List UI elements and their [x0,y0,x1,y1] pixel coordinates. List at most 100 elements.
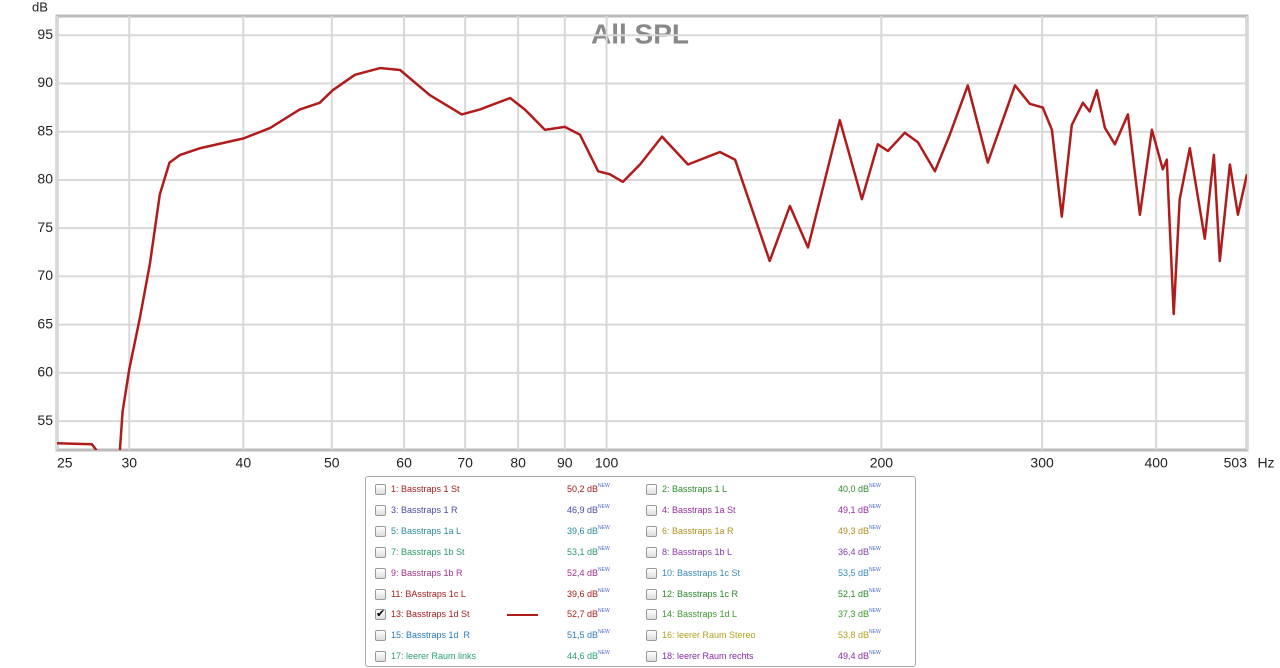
y-tick-label: 65 [37,315,53,331]
x-tick-label: 25 [57,455,73,470]
legend-label: 2: Basstraps 1 L [662,484,728,494]
checkbox[interactable] [646,525,657,537]
legend-value: 46,9 dBNEW [567,503,610,515]
y-tick-label: 85 [37,122,53,138]
checkbox[interactable] [646,609,657,621]
legend-entry: 15: Basstraps 1d R 51,5 dBNEW [366,625,915,646]
legend-value: 52,1 dBNEW [838,587,881,599]
legend-value: 37,3 dBNEW [838,608,881,620]
badge: NEW [598,483,610,489]
legend-label: 6: Basstraps 1a R [662,525,734,536]
legend-label: 1: Basstraps 1 St [391,484,460,494]
legend-value: 52,7 dBNEW [567,608,610,620]
legend-value: 40,0 dBNEW [838,483,881,494]
badge: NEW [869,587,881,594]
legend-label: 11: BAsstraps 1c L [391,588,466,599]
legend-entry: 9: Basstraps 1b R 52,4 dBNEW [366,563,915,584]
checkbox[interactable] [375,651,386,663]
legend-label: 9: Basstraps 1b R [391,567,463,578]
x-tick-label: 200 [870,455,894,470]
badge: NEW [598,545,610,552]
x-tick-label: 50 [324,455,340,470]
legend-value: 51,5 dBNEW [567,629,610,641]
legend-value: 50,2 dBNEW [567,483,610,494]
legend-label: 12: Basstraps 1c R [662,588,739,599]
x-tick-label: 400 [1144,455,1168,470]
checkbox[interactable] [375,546,386,558]
badge: NEW [598,587,610,594]
checkbox[interactable] [646,588,657,600]
badge: NEW [869,650,881,657]
badge: NEW [869,545,881,552]
checkbox[interactable] [646,567,657,579]
badge: NEW [598,650,610,657]
badge: NEW [869,608,881,615]
legend: 1: Basstraps 1 St 50,2 dBNEW 2: Basstraps … [365,476,916,667]
x-tick-label: 40 [236,455,252,470]
checkbox[interactable] [646,651,657,663]
legend-entry: 1: Basstraps 1 St 50,2 dBNEW [366,479,915,500]
legend-label: 4: Basstraps 1a St [662,504,736,515]
checkbox[interactable]: ✔ [375,608,386,621]
y-tick-label: 95 [37,26,53,42]
checkbox[interactable] [375,630,386,642]
badge: NEW [598,503,610,510]
legend-entry: 4: Basstraps 1a St 49,1 dBNEW [366,500,915,521]
legend-entry: 7: Basstraps 1b St 53,1 dBNEW [366,542,915,563]
legend-entry: 12: Basstraps 1c R 52,1 dBNEW [366,584,915,605]
legend-label: 5: Basstraps 1a L [391,525,462,536]
legend-label: 13: Basstraps 1d St [391,609,470,620]
legend-entry: 6: Basstraps 1a R 49,3 dBNEW [366,521,915,542]
legend-entry: 10: Basstraps 1c St 53,5 dBNEW [366,563,915,584]
legend-entry: 14: Basstraps 1d L 37,3 dBNEW [366,604,915,625]
y-tick-label: 75 [37,219,53,235]
legend-line-sample [507,614,538,617]
checkbox[interactable] [375,567,386,579]
badge: NEW [598,608,610,615]
x-tick-label: 60 [396,455,412,470]
badge: NEW [869,503,881,510]
legend-value: 49,3 dBNEW [838,524,881,536]
checkbox[interactable] [375,525,386,537]
data-line [57,66,1247,450]
legend-entry: 2: Basstraps 1 L 40,0 dBNEW [366,479,915,500]
y-axis-label: dB [32,0,48,14]
checkbox[interactable] [375,484,386,495]
legend-label: 7: Basstraps 1b St [391,546,465,557]
checkbox[interactable] [646,546,657,558]
checkbox[interactable] [646,504,657,516]
legend-label: 14: Basstraps 1d L [662,609,738,620]
y-tick-label: 70 [37,267,53,283]
legend-value: 36,4 dBNEW [838,545,881,557]
badge: NEW [869,483,881,489]
x-tick-label: 90 [557,455,573,470]
x-tick-label: 300 [1030,455,1054,470]
y-tick-label: 80 [37,171,53,187]
badge: NEW [598,629,610,636]
badge: NEW [869,524,881,531]
legend-entry: ✔ 13: Basstraps 1d St 52,7 dBNEW [366,604,915,625]
x-tick-label: 503 [1224,455,1248,470]
legend-label: 3: Basstraps 1 R [391,504,458,515]
badge: NEW [598,524,610,531]
y-tick-label: 90 [37,74,53,90]
legend-value: 49,4 dBNEW [838,650,881,662]
checkbox[interactable] [375,588,386,600]
checkbox[interactable] [646,630,657,642]
checkbox[interactable] [646,484,657,495]
plot-area [55,14,1249,452]
x-tick-label: 80 [510,455,526,470]
x-tick-label: 100 [595,455,619,470]
legend-value: 44,6 dBNEW [567,650,610,662]
x-axis-label: Hz [1257,455,1274,470]
legend-entry: 3: Basstraps 1 R 46,9 dBNEW [366,500,915,521]
legend-value: 53,5 dBNEW [838,566,881,578]
checkbox[interactable] [375,504,386,516]
legend-label: 17: leerer Raum links [391,651,477,662]
x-tick-label: 30 [121,455,137,470]
legend-entry: 18: leerer Raum rechts 49,4 dBNEW [366,646,915,667]
legend-value: 49,1 dBNEW [838,503,881,515]
legend-entry: 11: BAsstraps 1c L 39,6 dBNEW [366,584,915,605]
